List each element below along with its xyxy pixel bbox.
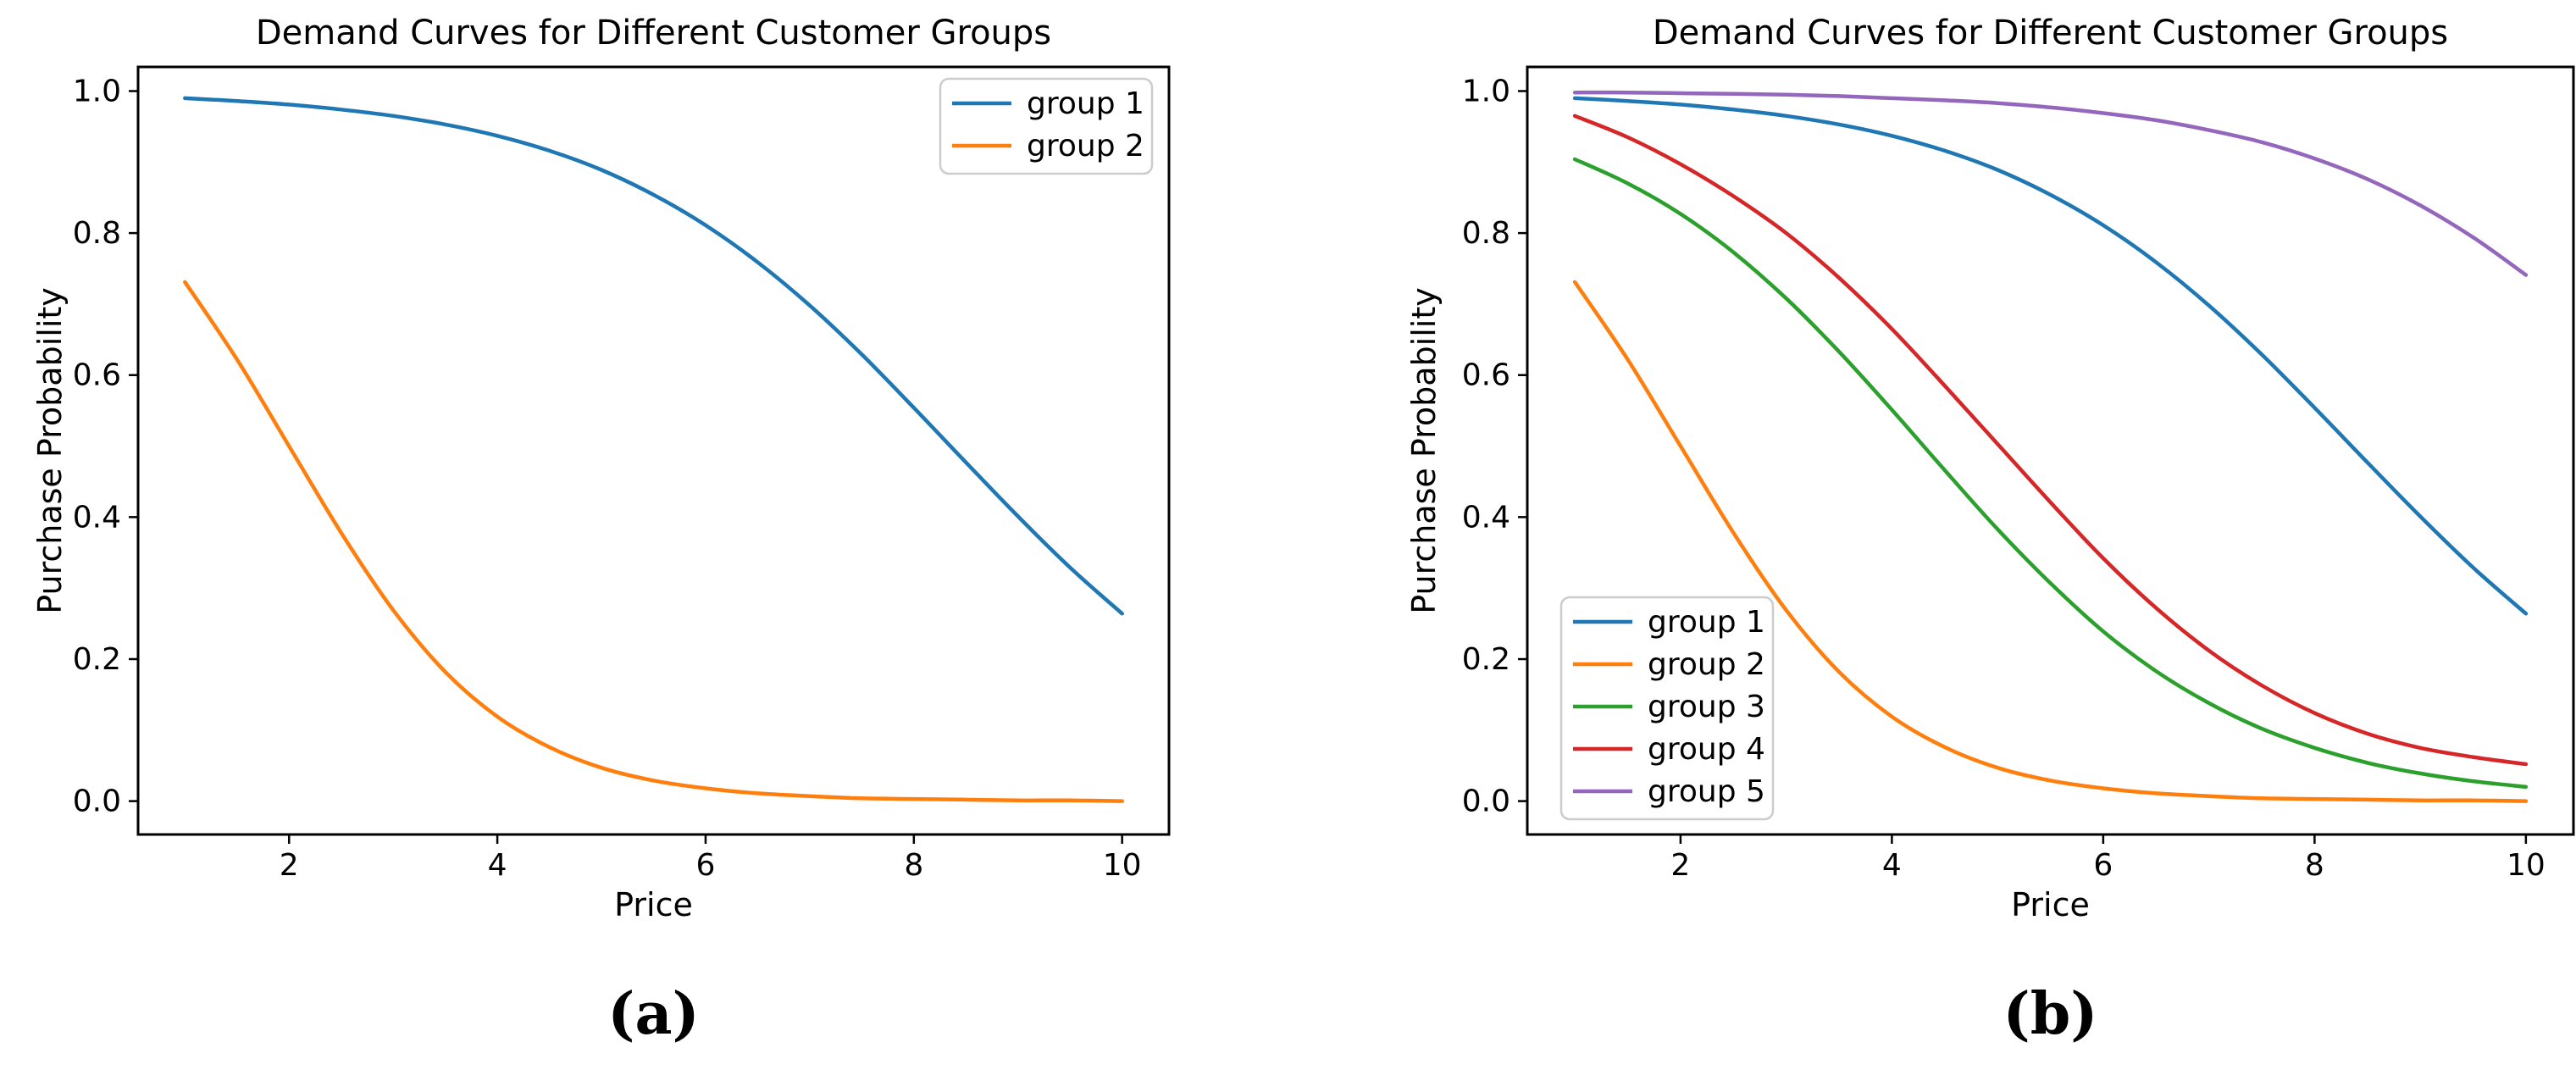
subfigure-caption-panel-a: (a) [607,980,699,1048]
plot-area [183,96,1124,803]
series-line-group-2 [183,280,1124,803]
x-tick-label: 10 [1103,848,1142,883]
y-tick-label: 0.8 [1462,216,1510,251]
series-line-group-4 [1572,114,2529,767]
chart-title: Demand Curves for Different Customer Gro… [1653,14,2448,53]
y-axis-label: Purchase Probability [1405,287,1443,614]
y-axis-label: Purchase Probability [31,287,69,614]
series-line-group-1 [1572,96,2529,616]
subfigure-caption-panel-b: (b) [2003,980,2098,1048]
legend-entry: group 2 [952,129,1144,164]
plot-area [1572,90,2529,803]
y-tick-label: 0.4 [1462,500,1510,535]
y-tick-label: 0.8 [73,216,121,251]
series-line-group-1 [183,96,1124,616]
x-tick-label: 8 [2305,848,2324,883]
legend-entry: group 2 [1573,647,1765,682]
y-tick-label: 1.0 [73,74,121,108]
legend-label: group 2 [1648,647,1765,682]
legend-label: group 2 [1027,129,1144,164]
axes-spines [136,65,1171,836]
legend-entry: group 4 [1573,732,1765,767]
legend: group 1 group 2 group 3 group 4 group 5 [1559,596,1775,821]
legend-entry: group 3 [1573,690,1765,724]
x-axis-label: Price [614,886,693,923]
chart-title: Demand Curves for Different Customer Gro… [256,14,1051,53]
y-tick-label: 0.2 [73,642,121,677]
x-tick-label: 2 [1670,848,1690,883]
x-tick-label: 2 [280,848,299,883]
y-tick-label: 0.6 [1462,358,1510,393]
y-tick-label: 0.4 [73,500,121,535]
legend-entry: group 1 [952,86,1144,121]
legend-entry: group 5 [1573,774,1765,809]
legend-label: group 5 [1648,774,1765,809]
series-line-group-5 [1572,90,2529,277]
legend-entry: group 1 [1573,605,1765,640]
legend-label: group 3 [1648,690,1765,724]
x-tick-label: 4 [488,848,507,883]
y-tick-label: 1.0 [1462,74,1510,108]
y-tick-label: 0.0 [1462,784,1510,819]
legend: group 1 group 2 [939,77,1154,175]
legend-label: group 1 [1027,86,1144,121]
legend-box [1559,596,1775,821]
axes-spines [1526,65,2575,836]
y-tick-label: 0.2 [1462,642,1510,677]
x-axis-label: Price [2011,886,2090,923]
series-line-group-2 [1572,280,2529,803]
legend-label: group 1 [1648,605,1765,640]
chart-panel-a: 2 4 6 8 10 0.0 0.2 0.4 0.6 0.8 1.0 Demand Curves fo… [31,14,1171,1048]
y-tick-label: 0.6 [73,358,121,393]
legend-label: group 4 [1648,732,1765,767]
x-tick-label: 6 [2093,848,2113,883]
x-tick-label: 6 [696,848,716,883]
chart-panel-b: 2 4 6 8 10 0.0 0.2 0.4 0.6 0.8 1.0 Demand Curves fo… [1405,14,2575,1048]
y-tick-label: 0.0 [73,784,121,819]
x-tick-label: 10 [2507,848,2546,883]
x-tick-label: 8 [904,848,923,883]
series-line-group-3 [1572,157,2529,790]
x-tick-label: 4 [1882,848,1902,883]
